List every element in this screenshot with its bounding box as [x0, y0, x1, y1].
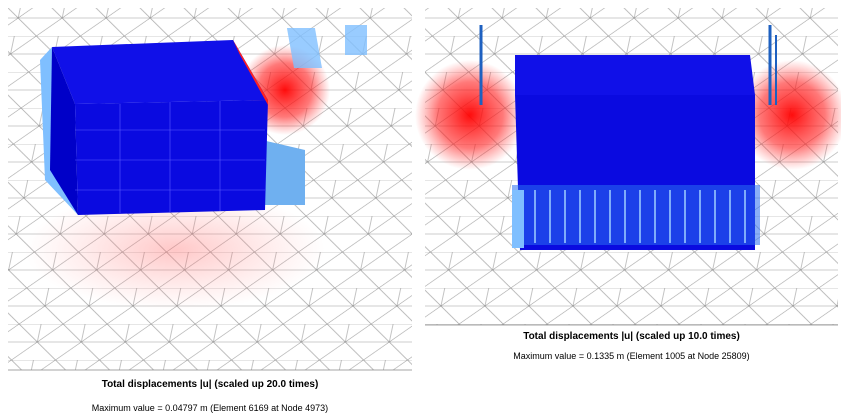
maximum-value: Maximum value = 0.1335 m (Element 1005 a… [425, 351, 838, 361]
right-plot [415, 8, 841, 325]
page: Total displacements |u| (scaled up 20.0 … [0, 0, 841, 420]
caption: Total displacements |u| (scaled up 20.0 … [8, 379, 412, 390]
caption: Total displacements |u| (scaled up 10.0 … [425, 331, 838, 342]
left-plot [8, 8, 412, 370]
maximum-value: Maximum value = 0.04797 m (Element 6169 … [8, 403, 412, 413]
